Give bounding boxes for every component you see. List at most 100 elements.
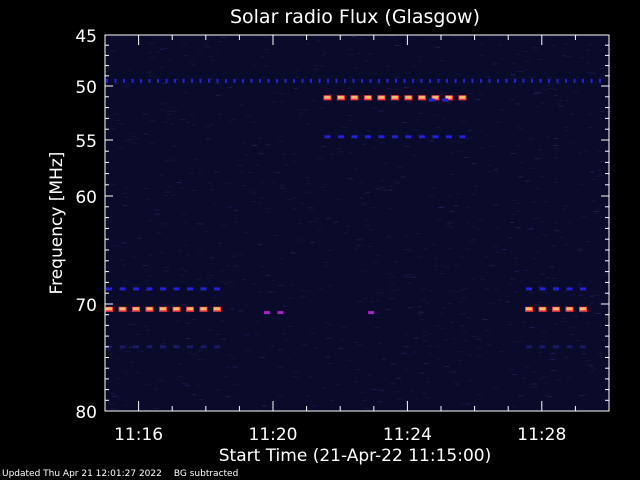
emission-mark [133,307,139,311]
emission-mark [445,135,452,139]
emission-mark [119,287,126,291]
emission-mark [386,78,389,83]
emission-mark [582,78,584,83]
emission-mark [146,307,153,311]
emission-mark [405,95,412,99]
emission-mark [214,345,220,349]
emission-mark [133,287,139,291]
emission-mark [566,287,573,291]
emission-mark [324,135,331,139]
emission-mark [173,307,180,311]
emission-mark [119,307,126,311]
emission-mark [277,311,284,315]
emission-mark [445,95,452,99]
emission-band [324,135,466,139]
y-tick-label: 80 [75,403,97,423]
emission-mark [418,95,425,99]
emission-mark [259,78,261,83]
emission-mark [361,78,363,83]
emission-features [105,78,601,349]
emission-mark [395,78,397,83]
emission-mark [553,287,559,291]
emission-mark [165,78,168,83]
emission-mark [539,78,542,83]
emission-mark [208,78,210,83]
emission-mark [200,345,207,349]
x-tick-label: 11:24 [383,425,432,445]
emission-mark [442,98,449,102]
emission-mark [405,135,412,139]
emission-mark [553,345,559,349]
emission-mark [301,78,304,83]
emission-mark [276,78,278,83]
emission-mark [437,78,440,83]
emission-mark [573,78,576,83]
x-tick-label: 11:20 [249,425,298,445]
emission-mark [471,78,474,83]
emission-mark [157,78,159,83]
emission-mark [344,78,346,83]
emission-mark [293,78,295,83]
emission-mark [352,78,355,83]
emission-mark [566,345,573,349]
emission-band [106,345,220,349]
emission-mark [420,78,423,83]
y-tick-label: 45 [75,27,97,47]
emission-mark [267,78,270,83]
emission-mark [351,95,358,99]
emission-mark [378,95,385,99]
emission-mark [497,78,499,83]
emission-mark [369,78,372,83]
emission-mark [200,287,207,291]
y-axis: 45 50 55 60 70 80 [75,27,609,423]
emission-mark [106,287,112,291]
emission-mark [403,78,406,83]
emission-mark [378,78,380,83]
emission-mark [187,307,193,311]
updated-timestamp: Updated Thu Apr 21 12:01:27 2022 [2,469,162,479]
bg-note: BG subtracted [173,469,239,479]
emission-mark [148,78,151,83]
background-noise [105,35,613,412]
emission-mark [412,78,414,83]
emission-mark [160,287,166,291]
emission-mark [418,135,425,139]
emission-mark [539,287,546,291]
emission-mark [327,78,329,83]
emission-mark [174,78,176,83]
emission-mark [119,345,126,349]
emission-mark [200,307,207,311]
plot-frame [104,34,610,412]
emission-mark [310,78,312,83]
emission-band [105,306,221,312]
emission-mark [242,78,244,83]
emission-mark [233,78,236,83]
emission-mark [263,311,270,315]
x-tick-label: 11:16 [114,425,163,445]
emission-band [525,306,587,312]
emission-mark [565,78,567,83]
emission-mark [522,78,525,83]
emission-mark [284,78,287,83]
emission-mark [214,307,220,311]
y-axis-label: Frequency [MHz] [47,152,67,295]
emission-mark [225,78,227,83]
emission-mark [526,345,532,349]
emission-mark [432,135,439,139]
emission-band [526,287,586,291]
emission-mark [432,95,439,99]
emission-mark [580,345,586,349]
emission-mark [539,345,546,349]
emission-mark [391,95,398,99]
emission-mark [364,135,371,139]
emission-mark [505,78,508,83]
emission-mark [106,78,108,83]
emission-mark [123,78,125,83]
emission-mark [133,345,139,349]
emission-mark [337,135,344,139]
emission-mark [187,345,193,349]
emission-mark [391,135,398,139]
emission-band [106,287,220,291]
emission-mark [214,287,220,291]
emission-mark [590,78,593,83]
